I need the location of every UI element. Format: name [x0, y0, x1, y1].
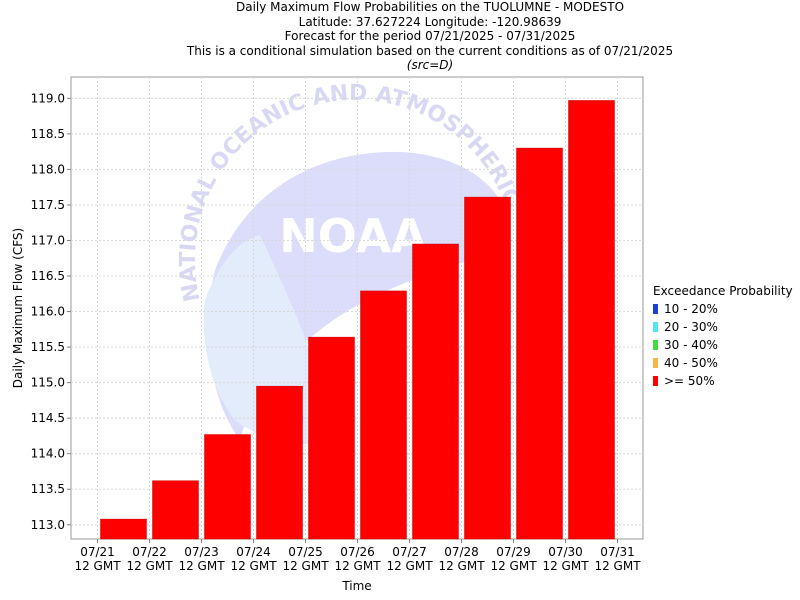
source-note: (src=D): [406, 58, 454, 72]
bar: [568, 100, 615, 540]
bar: [308, 336, 355, 540]
x-tick-label-time: 12 GMT: [542, 559, 589, 573]
y-tick-label: 119.0: [31, 91, 65, 105]
x-tick-label-time: 12 GMT: [386, 559, 433, 573]
y-axis: 113.0 113.5 114.0 114.5 115.0 115.5 116.0 116.5…: [31, 91, 71, 532]
y-axis-label: Daily Maximum Flow (CFS): [11, 228, 25, 388]
y-tick-label: 117.0: [31, 233, 65, 247]
legend-item-label: 10 - 20%: [664, 302, 718, 316]
bar: [360, 290, 407, 540]
legend-swatch: [653, 304, 658, 314]
bar: [464, 196, 511, 540]
chart-title-line-1: Daily Maximum Flow Probabilities on the …: [235, 0, 625, 14]
legend-swatch: [653, 376, 658, 386]
chart-title-block: Daily Maximum Flow Probabilities on the …: [0, 0, 800, 73]
x-tick-label-time: 12 GMT: [594, 559, 641, 573]
legend-item: 10 - 20%: [653, 300, 793, 318]
x-tick-label-date: 07/26: [340, 545, 375, 559]
x-axis-label: Time: [341, 579, 371, 593]
x-tick-label-date: 07/21: [80, 545, 115, 559]
y-tick-label: 113.0: [31, 518, 65, 532]
y-tick-label: 114.0: [31, 447, 65, 461]
x-tick-label-time: 12 GMT: [282, 559, 329, 573]
legend-item-label: 20 - 30%: [664, 320, 718, 334]
x-tick-label-time: 12 GMT: [74, 559, 121, 573]
x-tick-label-date: 07/28: [444, 545, 479, 559]
x-tick-label-date: 07/25: [288, 545, 323, 559]
legend-title: Exceedance Probability: [653, 284, 793, 298]
y-tick-label: 115.5: [31, 340, 65, 354]
chart-title-line-2: Latitude: 37.627224 Longitude: -120.9863…: [298, 14, 562, 29]
bars: [100, 100, 615, 540]
legend-item: 40 - 50%: [653, 354, 793, 372]
chart-title-line-3: Forecast for the period 07/21/2025 - 07/…: [284, 29, 576, 43]
x-tick-label-date: 07/23: [184, 545, 219, 559]
x-tick-label-time: 12 GMT: [490, 559, 537, 573]
x-tick-label-date: 07/30: [548, 545, 583, 559]
y-tick-label: 118.5: [31, 127, 65, 141]
chart-title-line-4: This is a conditional simulation based o…: [186, 43, 674, 58]
legend-swatch: [653, 340, 658, 350]
y-tick-label: 114.5: [31, 411, 65, 425]
x-tick-label-date: 07/29: [496, 545, 531, 559]
x-tick-label-time: 12 GMT: [230, 559, 277, 573]
y-tick-label: 116.0: [31, 305, 65, 319]
bar: [256, 385, 303, 540]
x-tick-label-date: 07/24: [236, 545, 271, 559]
bar: [412, 243, 459, 540]
y-tick-label: 115.0: [31, 376, 65, 390]
legend-item: 20 - 30%: [653, 318, 793, 336]
legend-item: 30 - 40%: [653, 336, 793, 354]
legend-item: >= 50%: [653, 372, 793, 390]
legend-item-label: >= 50%: [664, 374, 715, 388]
y-tick-label: 117.5: [31, 198, 65, 212]
legend-swatch: [653, 358, 658, 368]
legend-item-label: 40 - 50%: [664, 356, 718, 370]
x-tick-label-time: 12 GMT: [126, 559, 173, 573]
legend: Exceedance Probability 10 - 20% 20 - 30%…: [653, 284, 793, 390]
x-tick-label-time: 12 GMT: [334, 559, 381, 573]
bar: [204, 434, 251, 540]
y-tick-label: 116.5: [31, 269, 65, 283]
x-tick-label-date: 07/22: [132, 545, 167, 559]
x-tick-label-time: 12 GMT: [178, 559, 225, 573]
bar: [100, 518, 147, 540]
legend-swatch: [653, 322, 658, 332]
x-tick-label-time: 12 GMT: [438, 559, 485, 573]
y-tick-label: 113.5: [31, 482, 65, 496]
y-tick-label: 118.0: [31, 162, 65, 176]
bar: [152, 480, 199, 540]
legend-item-label: 30 - 40%: [664, 338, 718, 352]
bar: [516, 147, 563, 540]
x-tick-label-date: 07/27: [392, 545, 427, 559]
watermark-center-text: NOAA: [279, 209, 427, 263]
x-tick-label-date: 07/31: [600, 545, 635, 559]
